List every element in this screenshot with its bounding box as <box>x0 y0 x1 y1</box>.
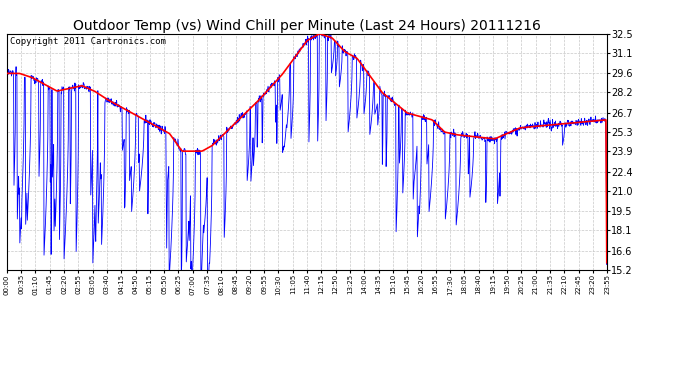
Title: Outdoor Temp (vs) Wind Chill per Minute (Last 24 Hours) 20111216: Outdoor Temp (vs) Wind Chill per Minute … <box>73 19 541 33</box>
Text: Copyright 2011 Cartronics.com: Copyright 2011 Cartronics.com <box>10 37 166 46</box>
